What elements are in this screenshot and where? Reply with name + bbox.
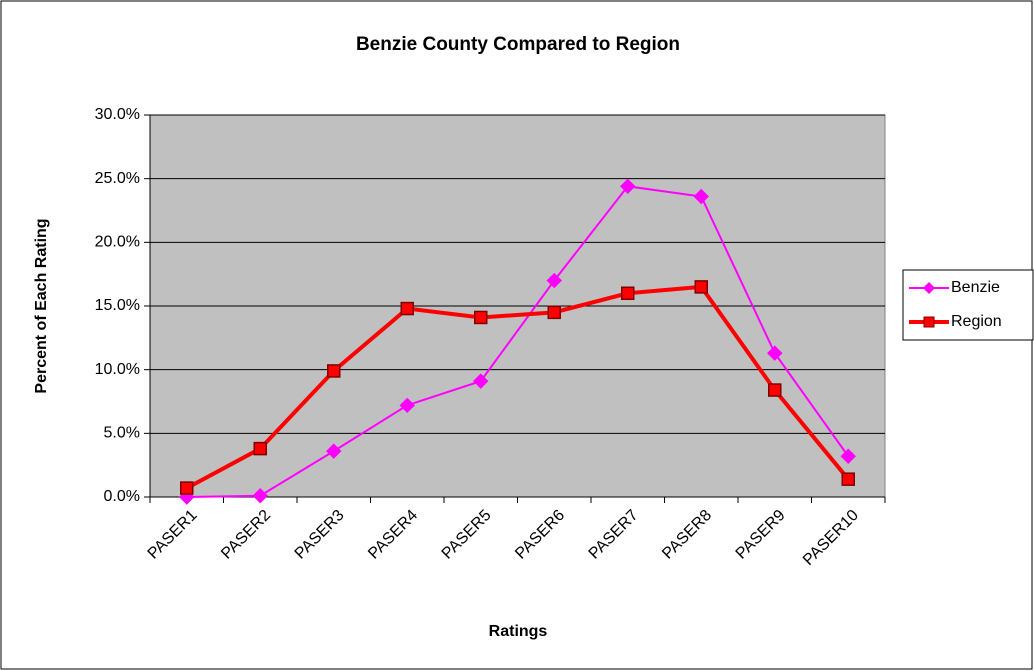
marker — [180, 481, 194, 495]
legend-label: Region — [951, 313, 1002, 330]
legend-label: Benzie — [951, 279, 1000, 296]
marker — [767, 345, 783, 361]
marker — [768, 383, 782, 397]
y-tick-label: 30.0% — [95, 106, 140, 123]
y-tick-label: 10.0% — [95, 361, 140, 378]
y-tick-label: 20.0% — [95, 234, 140, 251]
y-axis-title: Percent of Each Rating — [33, 218, 50, 393]
marker — [547, 305, 561, 320]
marker — [253, 441, 267, 456]
legend-marker — [923, 316, 935, 328]
marker — [694, 280, 708, 294]
marker — [546, 272, 562, 289]
marker — [399, 397, 415, 414]
legend-marker — [923, 282, 935, 294]
marker — [473, 373, 489, 389]
marker — [840, 448, 856, 464]
marker — [841, 472, 855, 486]
marker — [252, 488, 268, 504]
y-tick-label: 25.0% — [95, 170, 140, 187]
marker — [327, 364, 341, 378]
marker — [474, 310, 488, 325]
y-tick-label: 15.0% — [95, 297, 140, 314]
legend — [902, 269, 1034, 341]
y-tick-label: 5.0% — [104, 425, 140, 442]
marker — [326, 443, 342, 459]
marker — [400, 301, 414, 316]
marker — [620, 178, 636, 195]
marker — [693, 188, 709, 205]
y-tick-label: 0.0% — [104, 488, 140, 505]
series-line — [186, 185, 850, 498]
x-axis-title: Ratings — [489, 623, 548, 640]
marker — [621, 286, 635, 301]
chart-title: Benzie County Compared to Region — [356, 34, 680, 55]
series-line — [185, 284, 850, 490]
